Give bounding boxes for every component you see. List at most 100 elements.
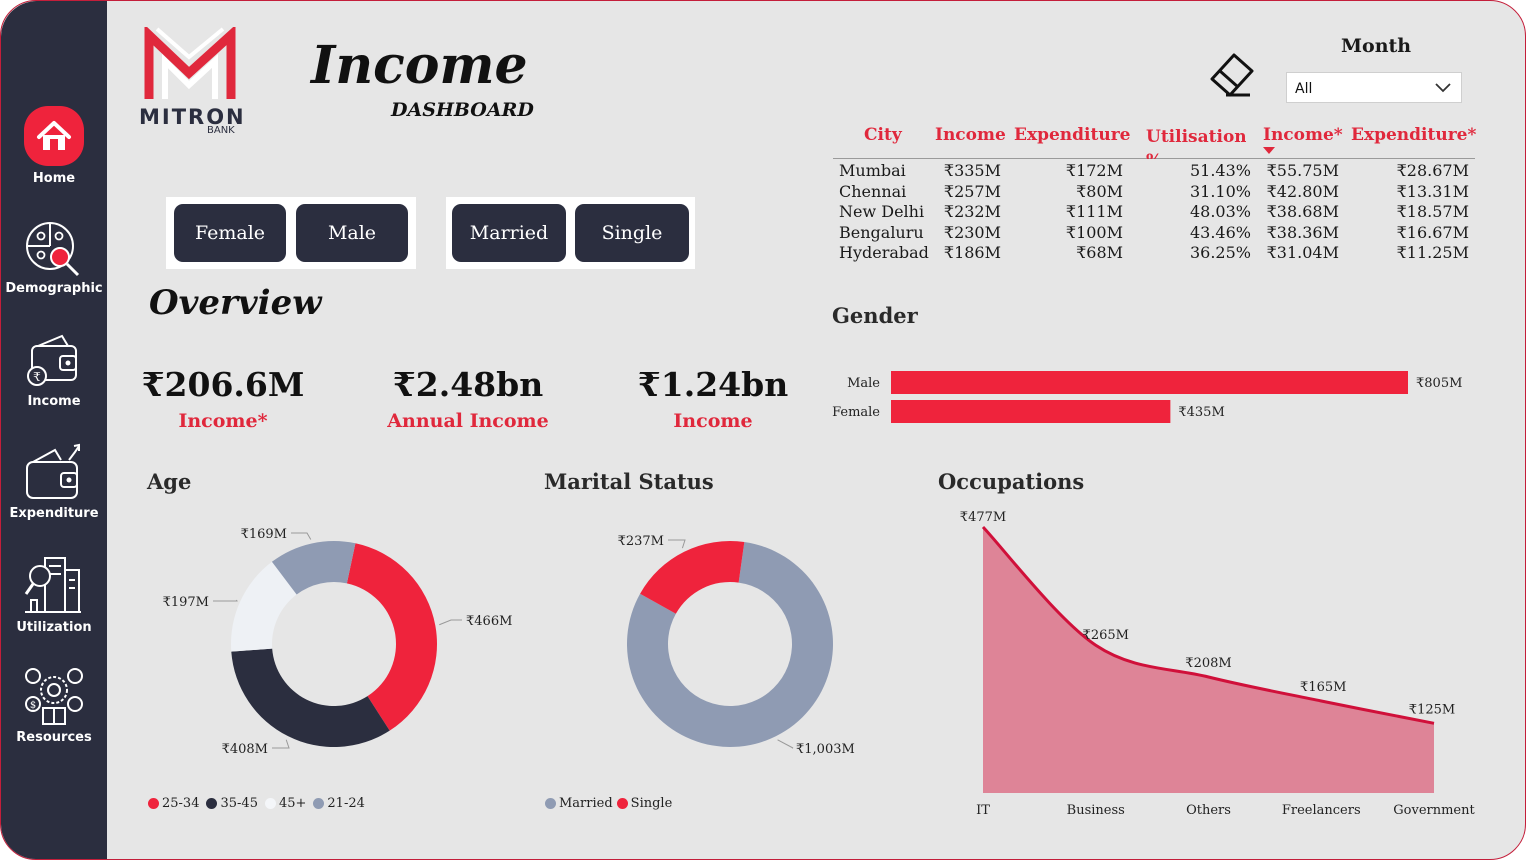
age-legend: 25-34 35-45 45+ 21-24 <box>148 796 372 811</box>
kpi-value: ₹1.24bn <box>637 365 789 404</box>
occupation-value-label: ₹208M <box>1185 656 1231 671</box>
donut-slice-35-45[interactable] <box>231 648 390 747</box>
legend-item[interactable]: Single <box>616 796 672 811</box>
col-utilisation[interactable]: Utilisation % <box>1146 127 1246 159</box>
legend-item[interactable]: 25-34 <box>148 796 199 811</box>
legend-swatch <box>545 798 556 809</box>
eraser-icon <box>1210 53 1254 97</box>
sidebar-item-resources[interactable]: $ Resources <box>1 666 107 745</box>
gender-bar-chart: Male ₹805M Female ₹435M <box>832 371 1462 423</box>
sidebar: Home Demographic ₹ <box>1 1 107 859</box>
page-subtitle: DASHBOARD <box>391 99 534 121</box>
kpi-card-annual-income: ₹2.48bn Annual Income <box>373 365 563 432</box>
legend-label: 35-45 <box>220 796 258 811</box>
occupation-category-label: Others <box>1186 803 1231 818</box>
kpi-value: ₹206.6M <box>141 365 305 404</box>
donut-slice-single[interactable] <box>640 541 745 614</box>
occupation-value-label: ₹265M <box>1083 628 1129 643</box>
age-donut-chart: ₹466M ₹408M ₹197M ₹169M <box>163 527 513 757</box>
legend-item[interactable]: 35-45 <box>206 796 258 811</box>
sidebar-item-utilization[interactable]: Utilization <box>1 556 107 635</box>
table-row[interactable]: Chennai ₹257M ₹80M 31.10% ₹42.80M ₹13.31M <box>833 182 1475 203</box>
legend-item[interactable]: 45+ <box>264 796 306 811</box>
table-cell: ₹31.04M <box>1266 243 1339 262</box>
logo: MITRON BANK <box>139 24 249 139</box>
occupations-line[interactable] <box>981 525 1435 725</box>
donut-slice-21-24[interactable] <box>271 541 356 595</box>
svg-text:₹: ₹ <box>33 370 41 384</box>
kpi-label: Income <box>673 410 753 432</box>
marital-slicer: Married Single <box>446 197 695 269</box>
sidebar-item-label: Home <box>32 171 76 186</box>
table-cell: ₹68M <box>1076 243 1123 262</box>
married-filter-button[interactable]: Married <box>452 204 566 262</box>
col-city[interactable]: City <box>864 125 902 145</box>
table-body: Mumbai ₹335M ₹172M 51.43% ₹55.75M ₹28.67M Chen… <box>833 159 1475 264</box>
table-row[interactable]: Mumbai ₹335M ₹172M 51.43% ₹55.75M ₹28.67M <box>833 161 1475 182</box>
sidebar-item-label: Resources <box>16 730 92 745</box>
sidebar-item-label: Income <box>27 394 81 409</box>
gender-slicer: Female Male <box>166 197 416 269</box>
month-value: All <box>1295 81 1313 97</box>
col-income[interactable]: Income <box>935 125 1006 145</box>
table-cell: 48.03% <box>1189 202 1251 221</box>
legend-item[interactable]: 21-24 <box>313 796 365 811</box>
table-row[interactable]: Bengaluru ₹230M ₹100M 43.46% ₹38.36M ₹16.67M <box>833 223 1475 244</box>
table-cell: 31.10% <box>1189 181 1251 201</box>
gender-category-label: Male <box>847 376 880 391</box>
kpi-label: Annual Income <box>387 410 549 432</box>
table-row[interactable]: New Delhi ₹232M ₹111M 48.03% ₹38.68M ₹18.57M <box>833 202 1475 223</box>
chevron-down-icon <box>1435 83 1451 93</box>
donut-slice-45-[interactable] <box>231 561 297 652</box>
table-cell: ₹232M <box>943 202 1001 221</box>
male-filter-button[interactable]: Male <box>296 204 408 262</box>
gender-bar[interactable] <box>891 400 1171 423</box>
wallet-income-icon: ₹ <box>27 334 77 386</box>
table-cell: ₹55.75M <box>1266 161 1339 180</box>
table-cell: ₹11.25M <box>1396 243 1469 262</box>
sidebar-item-home[interactable]: Home <box>1 105 107 186</box>
donut-value-label: ₹466M <box>466 614 512 629</box>
table-row[interactable]: Hyderabad ₹186M ₹68M 36.25% ₹31.04M ₹11.25M <box>833 243 1475 264</box>
female-filter-button[interactable]: Female <box>174 204 286 262</box>
gender-chart-title: Gender <box>832 303 918 328</box>
gender-bar[interactable] <box>891 371 1408 394</box>
donut-leader-line <box>668 539 686 549</box>
occupation-value-label: ₹125M <box>1409 702 1455 717</box>
legend-item[interactable]: Married <box>545 796 613 811</box>
occupation-category-label: IT <box>976 803 990 818</box>
col-expenditure-star[interactable]: Expenditure* <box>1351 125 1477 145</box>
month-dropdown[interactable]: All <box>1286 72 1462 103</box>
donut-leader-line <box>213 599 238 602</box>
kpi-label: Income* <box>178 410 268 432</box>
home-icon <box>24 106 84 166</box>
sidebar-item-income[interactable]: ₹ Income <box>1 332 107 409</box>
age-chart-title: Age <box>147 469 192 494</box>
col-income-star[interactable]: Income* <box>1263 125 1343 145</box>
donut-leader-line <box>272 739 290 749</box>
occupations-chart-title: Occupations <box>938 469 1085 494</box>
table-cell: ₹257M <box>943 181 1001 201</box>
marital-donut-chart: ₹1,003M ₹237M <box>618 534 855 757</box>
table-cell: 43.46% <box>1189 222 1251 242</box>
clear-filters-button[interactable] <box>1206 49 1258 97</box>
single-filter-button[interactable]: Single <box>575 204 689 262</box>
resources-icon: $ <box>25 668 83 725</box>
donut-slice-married[interactable] <box>627 542 833 747</box>
table-cell: ₹28.67M <box>1396 161 1469 180</box>
legend-swatch <box>616 798 628 809</box>
table-cell: ₹230M <box>943 222 1001 242</box>
kpi-value: ₹2.48bn <box>392 365 544 404</box>
table-cell: Chennai <box>839 181 907 201</box>
col-expenditure[interactable]: Expenditure <box>1014 125 1131 145</box>
table-cell: ₹186M <box>943 243 1001 262</box>
sort-desc-icon <box>1263 147 1275 154</box>
logo-sub: BANK <box>207 125 235 136</box>
donut-leader-line <box>291 532 312 540</box>
table-cell: 51.43% <box>1189 161 1251 180</box>
sidebar-item-demographic[interactable]: Demographic <box>1 219 107 296</box>
wallet-expenditure-icon <box>26 443 80 499</box>
sidebar-item-expenditure[interactable]: Expenditure <box>1 442 107 521</box>
legend-swatch <box>148 798 159 809</box>
donut-slice-25-34[interactable] <box>346 543 437 731</box>
